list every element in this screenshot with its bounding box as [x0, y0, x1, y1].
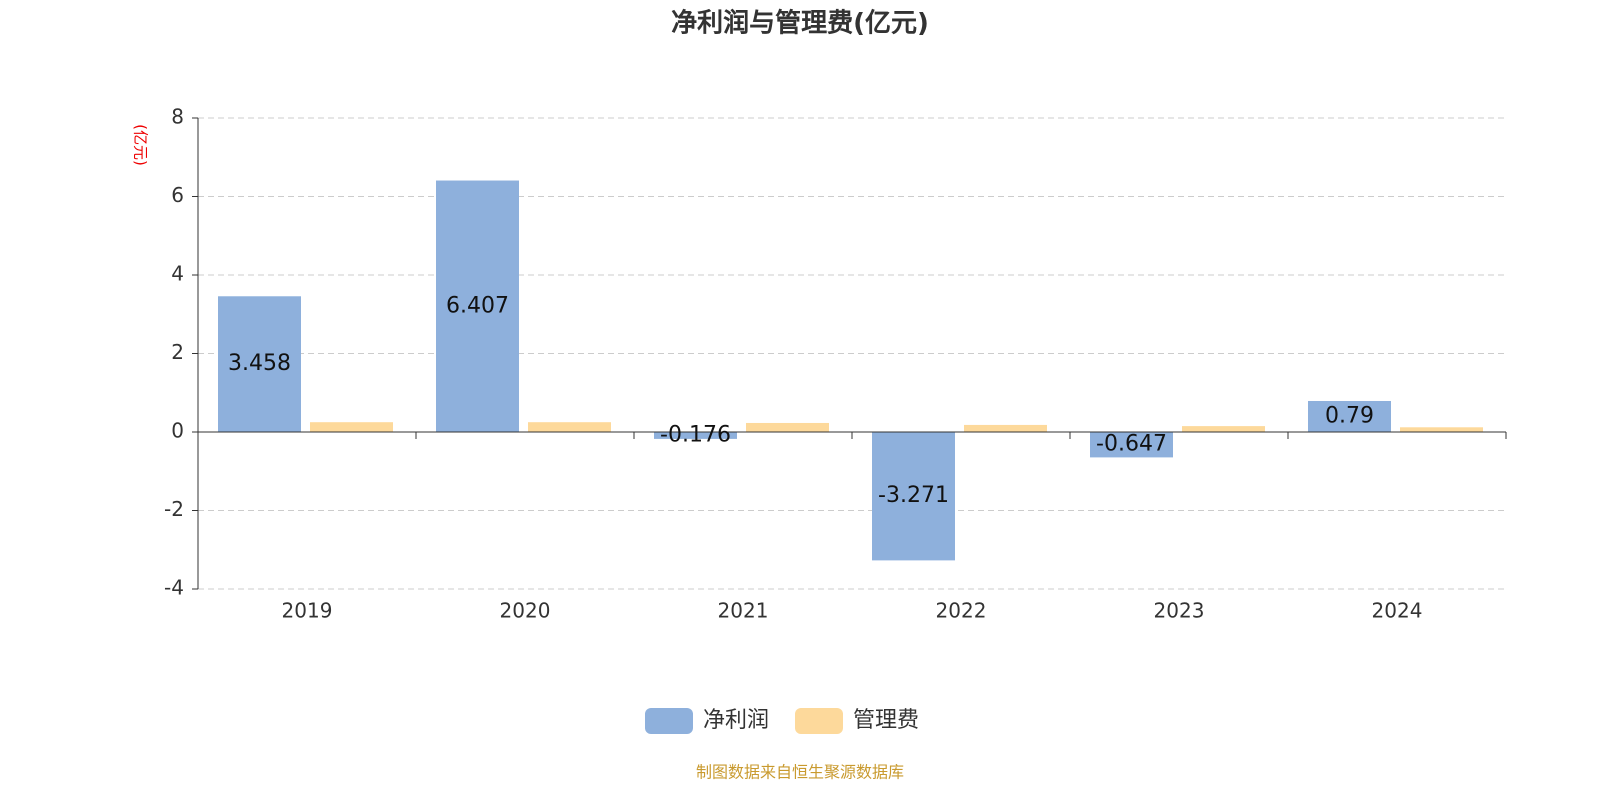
bar	[1090, 432, 1173, 458]
data-label: -0.176	[660, 422, 731, 447]
bar	[528, 422, 611, 432]
x-tick-label: 2019	[282, 599, 333, 623]
x-tick-label: 2022	[936, 599, 987, 623]
source-note: 制图数据来自恒生聚源数据库	[696, 763, 904, 782]
bar	[218, 296, 301, 432]
x-tick-label: 2023	[1154, 599, 1205, 623]
x-tick-label: 2020	[500, 599, 551, 623]
y-tick-label: 8	[171, 105, 184, 129]
y-tick-label: 6	[171, 183, 184, 207]
bar	[654, 432, 737, 439]
y-axis-label: (亿元)	[132, 124, 150, 166]
legend-swatch	[645, 708, 693, 734]
data-label: 3.458	[228, 351, 291, 376]
bar	[1308, 400, 1391, 432]
bar	[436, 180, 519, 432]
y-tick-label: 0	[171, 419, 184, 443]
data-label: -3.271	[878, 483, 949, 508]
bar	[310, 422, 393, 432]
bar	[872, 432, 955, 561]
y-tick-label: 4	[171, 262, 184, 286]
bar	[1400, 427, 1483, 432]
x-tick-label: 2021	[718, 599, 769, 623]
bar	[1182, 426, 1265, 432]
x-tick-label: 2024	[1372, 599, 1423, 623]
legend-label: 净利润	[703, 708, 769, 733]
chart-title: 净利润与管理费(亿元)	[671, 8, 929, 39]
bar	[964, 424, 1047, 432]
data-label: -0.647	[1096, 432, 1167, 457]
y-tick-label: -4	[164, 576, 184, 600]
legend-label: 管理费	[853, 708, 919, 733]
data-label: 0.79	[1325, 403, 1374, 428]
data-label: 6.407	[446, 293, 509, 318]
y-tick-label: -2	[164, 497, 184, 521]
legend-swatch	[795, 708, 843, 734]
bar	[746, 422, 829, 432]
y-tick-label: 2	[171, 340, 184, 364]
